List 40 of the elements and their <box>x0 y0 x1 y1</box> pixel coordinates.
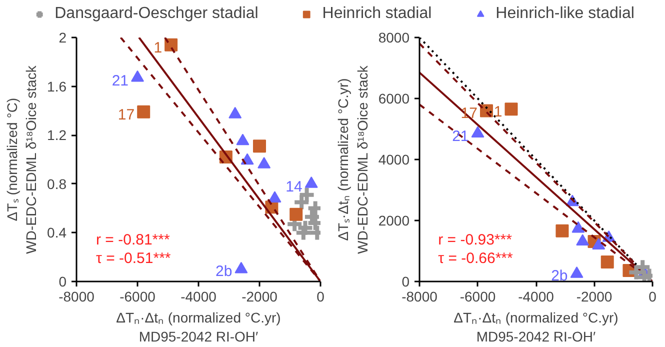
x-tick-label: -2000 <box>576 288 612 304</box>
x-tick-label: -2000 <box>242 288 278 304</box>
y-tick-label: 1.2 <box>47 127 67 144</box>
x-tick-label: -4000 <box>518 288 554 304</box>
y-tick-label: 0 <box>402 274 410 290</box>
y-axis-title: ΔTₛ·Δtₙ (normalized °C.yr) WD-EDC-EDML δ¹⁸Oice stack <box>335 64 370 254</box>
x-tick-label: -8000 <box>402 288 438 304</box>
annotation: τ = -0.66*** <box>438 250 514 267</box>
y-tick-label: 2 <box>58 30 67 46</box>
annotation: r = -0.81*** <box>96 232 170 249</box>
annotation: 1 <box>494 104 502 121</box>
legend-label: Heinrich stadial <box>322 4 432 22</box>
y-axis-title: ΔTₛ (normalized °C) WD-EDC-EDML δ¹⁸Oice stack <box>4 64 40 254</box>
legend-label: Heinrich-like stadial <box>496 4 634 22</box>
annotation: 14 <box>286 178 302 196</box>
x-tick-label: -8000 <box>58 288 95 304</box>
x-tick-label: 0 <box>648 288 657 304</box>
annotation: τ = -0.51*** <box>96 250 171 267</box>
annotation: 21 <box>112 72 129 90</box>
y-tick-label: 0.8 <box>47 176 67 192</box>
annotation: r = -0.93*** <box>438 232 512 249</box>
y-tick-label: 6000 <box>378 90 410 106</box>
legend-label: Dansgaard-Oeschger stadial <box>54 4 258 22</box>
y-tick-label: 4000 <box>378 152 410 168</box>
y-tick-label: 2000 <box>378 212 410 228</box>
x-axis-title: ΔTₙ·Δtₙ (normalized °C.yr) MD95-2042 RI-OH′ <box>454 310 618 345</box>
x-tick-label: 0 <box>316 288 325 304</box>
annotation: 21 <box>452 128 469 146</box>
x-tick-label: -4000 <box>180 288 217 304</box>
y-tick-label: 1.6 <box>47 78 67 94</box>
x-tick-label: -6000 <box>460 288 496 304</box>
x-tick-label: -6000 <box>120 288 156 304</box>
x-axis-title: ΔTₙ·Δtₙ (normalized °C.yr) MD95-2042 RI-OH′ <box>116 310 281 345</box>
y-tick-label: 0.4 <box>47 224 67 241</box>
annotation: 1 <box>154 39 162 56</box>
annotation: 2b <box>551 267 568 284</box>
y-tick-label: 0 <box>58 274 67 290</box>
y-tick-label: 8000 <box>378 30 410 46</box>
annotation: 17 <box>118 106 135 124</box>
annotation: 2b <box>216 262 232 280</box>
